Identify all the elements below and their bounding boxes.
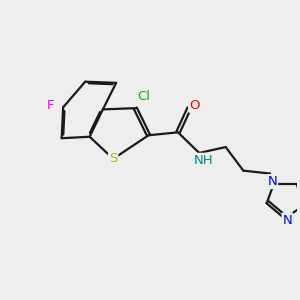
- Text: O: O: [189, 99, 200, 112]
- Text: N: N: [283, 214, 292, 226]
- Text: S: S: [109, 152, 117, 165]
- Text: N: N: [267, 175, 277, 188]
- Text: NH: NH: [194, 154, 213, 167]
- Text: Cl: Cl: [138, 91, 151, 103]
- Text: F: F: [47, 99, 55, 112]
